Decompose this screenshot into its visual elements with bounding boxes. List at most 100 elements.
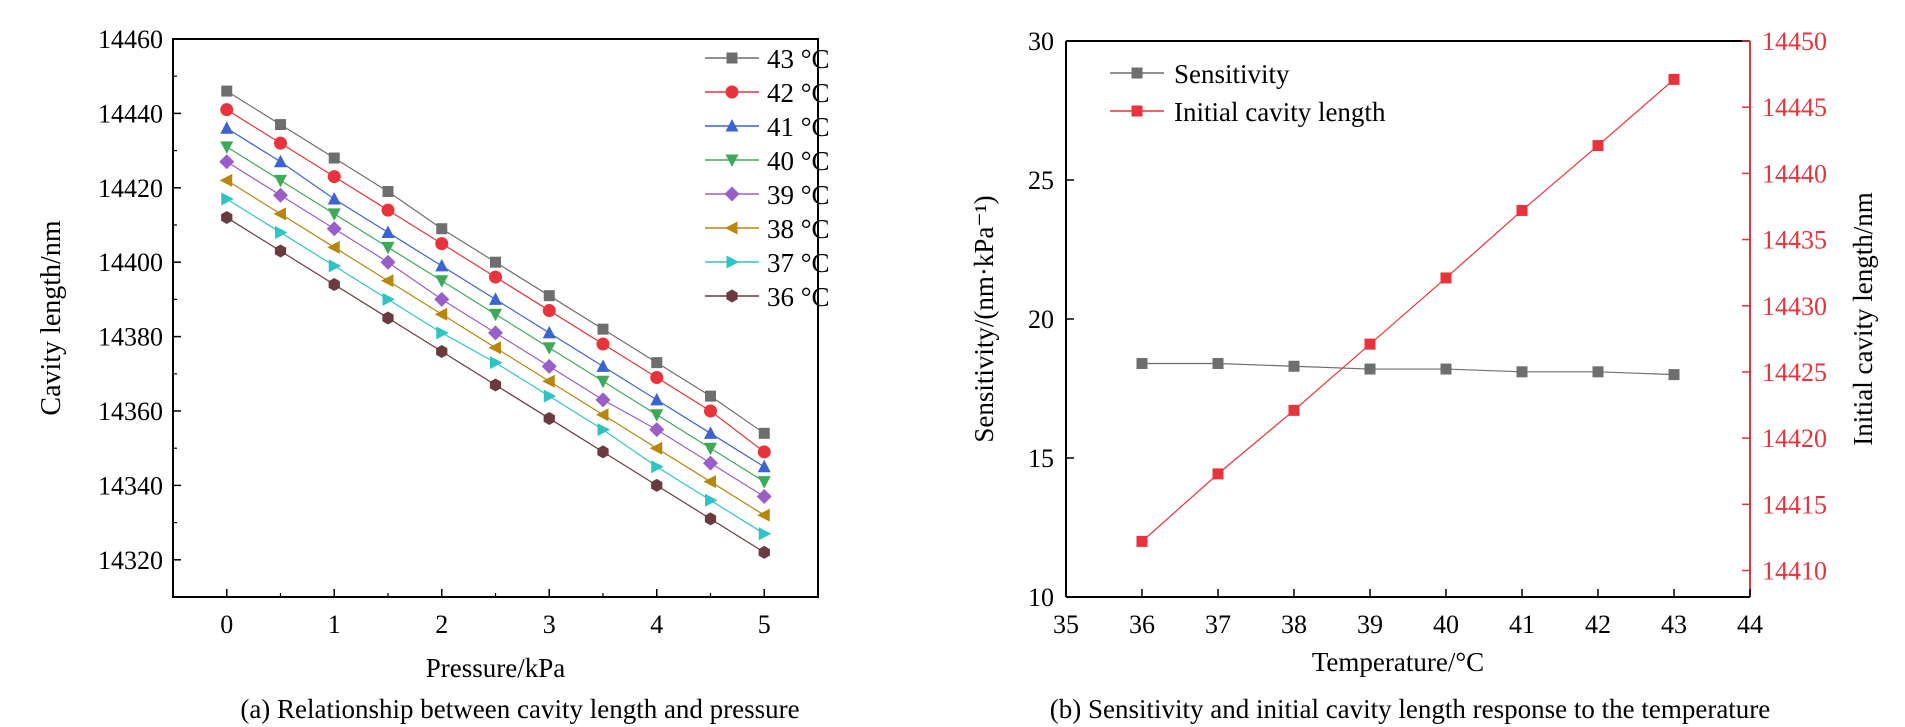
legend-label: 40 °C [767, 146, 830, 176]
y-tick-label-a: 14420 [98, 174, 163, 203]
y-right-tick-label: 14420 [1762, 424, 1827, 453]
legend-marker [1131, 105, 1143, 117]
data-point [220, 141, 234, 154]
y-axis-title-a: Cavity length/nm [36, 220, 67, 415]
data-point [595, 392, 611, 408]
data-point [596, 375, 610, 389]
data-point [490, 356, 503, 370]
data-point [273, 187, 288, 203]
data-point [705, 390, 716, 402]
series-a-7 [221, 211, 770, 559]
data-point [382, 311, 394, 325]
data-point [543, 389, 557, 403]
x-tick-label-a: 3 [543, 610, 556, 639]
data-point [705, 493, 718, 507]
data-point [221, 211, 233, 225]
data-point [273, 207, 286, 221]
data-point [542, 342, 556, 355]
data-point [328, 152, 340, 164]
x-tick-label-a: 1 [328, 610, 341, 639]
data-point [1516, 204, 1528, 216]
data-point [221, 85, 233, 97]
data-point [597, 423, 610, 437]
legend-label: Sensitivity [1174, 59, 1290, 89]
data-point [1136, 357, 1148, 369]
data-point [434, 307, 448, 321]
data-point [326, 221, 342, 237]
x-tick-label-b: 38 [1281, 610, 1307, 639]
data-point [1364, 363, 1376, 375]
legend-marker [1131, 67, 1143, 79]
chart-a: 0 1 2 3 4 5 14320 14340 14360 14380 14400 14420 1444… [36, 25, 830, 724]
x-tick-label-b: 39 [1357, 610, 1383, 639]
data-point [435, 275, 449, 288]
data-point [541, 358, 557, 374]
x-tick-label-b: 44 [1737, 610, 1763, 639]
data-point [1288, 360, 1300, 372]
caption-b: (b) Sensitivity and initial cavity lengt… [1050, 694, 1771, 724]
data-point [381, 203, 395, 217]
data-point [436, 223, 448, 235]
series-line [1141, 78, 1675, 542]
data-point [1288, 404, 1300, 416]
data-point [757, 508, 770, 522]
data-point [757, 445, 771, 459]
data-point [274, 244, 287, 258]
data-point [328, 278, 340, 292]
legend-marker [725, 154, 739, 167]
data-point [1592, 366, 1604, 378]
data-point [274, 154, 287, 168]
data-point [703, 475, 716, 489]
data-point [542, 325, 556, 339]
data-point [543, 290, 555, 302]
data-point [328, 259, 342, 273]
data-point [649, 422, 665, 438]
data-point [274, 174, 287, 188]
data-point [275, 119, 286, 131]
data-point [704, 442, 717, 456]
data-point [1212, 357, 1224, 369]
chart-b: 35 36 37 38 39 40 41 42 43 44 10 15 20 25 30 14410 14415… [969, 27, 1878, 724]
legend-marker [726, 289, 738, 303]
data-point [274, 136, 287, 150]
series-a-5 [219, 173, 770, 522]
data-point [221, 192, 234, 206]
data-point [596, 359, 610, 372]
data-point [327, 191, 341, 205]
caption-a: (a) Relationship between cavity length a… [240, 694, 799, 724]
x-tick-label-b: 40 [1433, 610, 1459, 639]
x-tick-label-b: 37 [1205, 610, 1231, 639]
legend-marker [725, 85, 739, 99]
data-point [757, 459, 771, 473]
data-point [380, 254, 396, 270]
series-a-6 [221, 192, 772, 541]
data-point [435, 258, 449, 272]
legend-label: 43 °C [767, 44, 830, 74]
legend-marker [724, 186, 740, 202]
series-a-0 [221, 85, 770, 439]
data-point [651, 357, 663, 369]
data-point [704, 404, 717, 418]
data-point [542, 374, 555, 388]
data-point [1516, 366, 1528, 378]
data-point [756, 489, 772, 505]
data-point [490, 256, 501, 268]
data-point [1212, 468, 1224, 480]
legend-marker [726, 255, 739, 269]
data-point [488, 341, 501, 355]
data-point [219, 154, 235, 170]
series-b-1 [1136, 73, 1680, 547]
data-point [382, 292, 395, 306]
legend-marker [725, 221, 738, 235]
data-point [650, 409, 664, 422]
x-tick-label-a: 0 [220, 610, 233, 639]
y-right-tick-label: 14410 [1762, 557, 1827, 586]
data-point [650, 392, 664, 406]
series-line [1142, 362, 1675, 376]
data-point [1364, 338, 1376, 350]
y-tick-label-a: 14460 [98, 25, 163, 54]
y-right-tick-label: 14435 [1762, 226, 1827, 255]
data-point [597, 445, 609, 459]
data-point [489, 378, 502, 392]
